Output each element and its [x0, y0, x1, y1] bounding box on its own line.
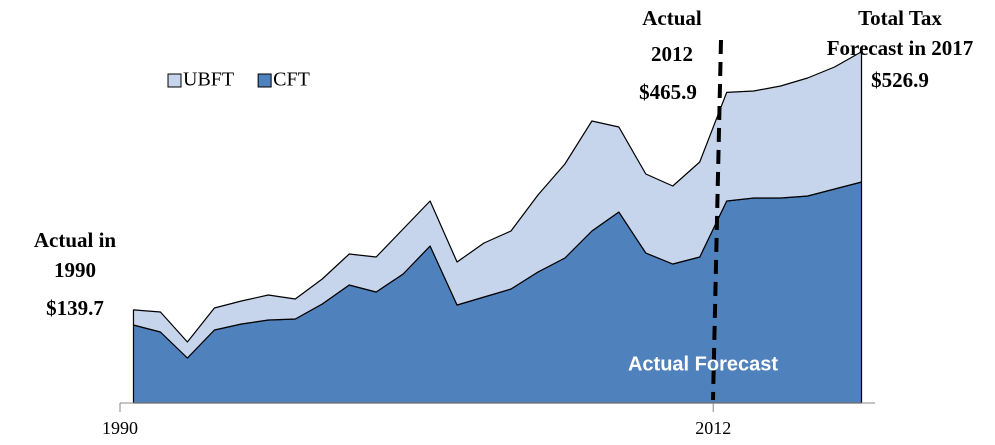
annotation: 1990 [54, 258, 96, 282]
annotation: 2012 [651, 42, 693, 66]
legend-swatch [257, 73, 272, 88]
legend-swatch [167, 73, 182, 88]
annotation: $465.9 [639, 80, 697, 104]
legend-label: UBFT [183, 69, 234, 91]
annotation: Actual [642, 6, 702, 30]
annotation: Actual in [34, 228, 117, 252]
forecast-divider [711, 39, 723, 401]
legend: UBFT CFT [167, 69, 310, 91]
annotation: Forecast in 2017 [827, 36, 974, 60]
annotation: Total Tax [858, 6, 942, 30]
x-tick-label: 2012 [695, 418, 731, 438]
annotation: $139.7 [46, 296, 104, 320]
x-tick-label: 1990 [102, 418, 138, 438]
annotation: $526.9 [871, 68, 929, 92]
plot: 1990 2012 Actual Forecast UBFT CFT [102, 39, 875, 438]
legend-label: CFT [273, 69, 310, 91]
annotation: Actual Forecast [628, 353, 778, 375]
